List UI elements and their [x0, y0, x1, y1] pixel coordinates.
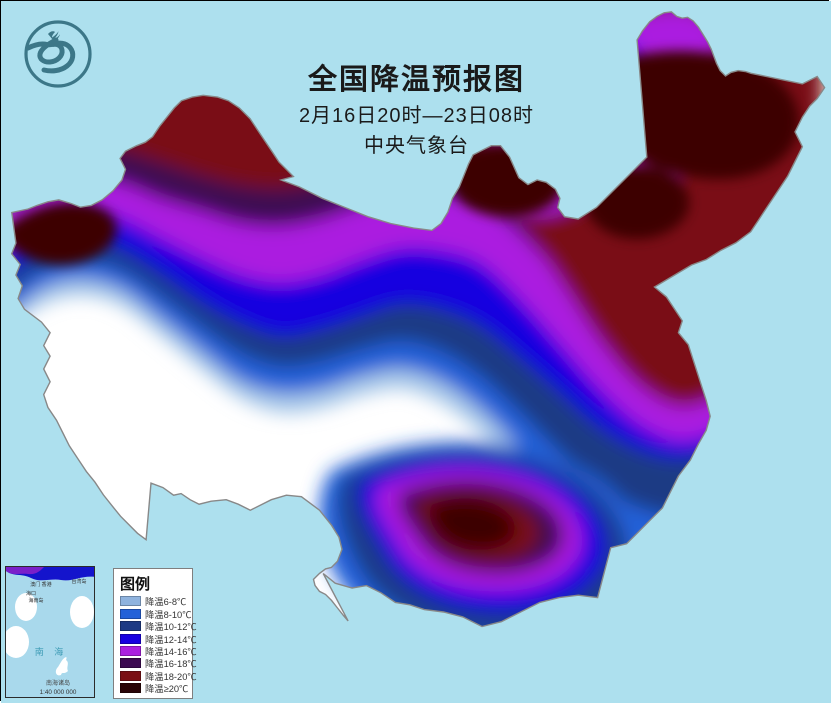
svg-text:台湾岛: 台湾岛 — [71, 578, 86, 585]
svg-text:澳门 香港: 澳门 香港 — [30, 581, 51, 588]
svg-text:海南岛: 海南岛 — [28, 597, 43, 604]
svg-text:1:40 000 000: 1:40 000 000 — [40, 689, 77, 696]
svg-text:海口: 海口 — [26, 590, 36, 597]
svg-text:南 海: 南 海 — [35, 646, 68, 657]
svg-text:南海诸岛: 南海诸岛 — [46, 679, 70, 687]
